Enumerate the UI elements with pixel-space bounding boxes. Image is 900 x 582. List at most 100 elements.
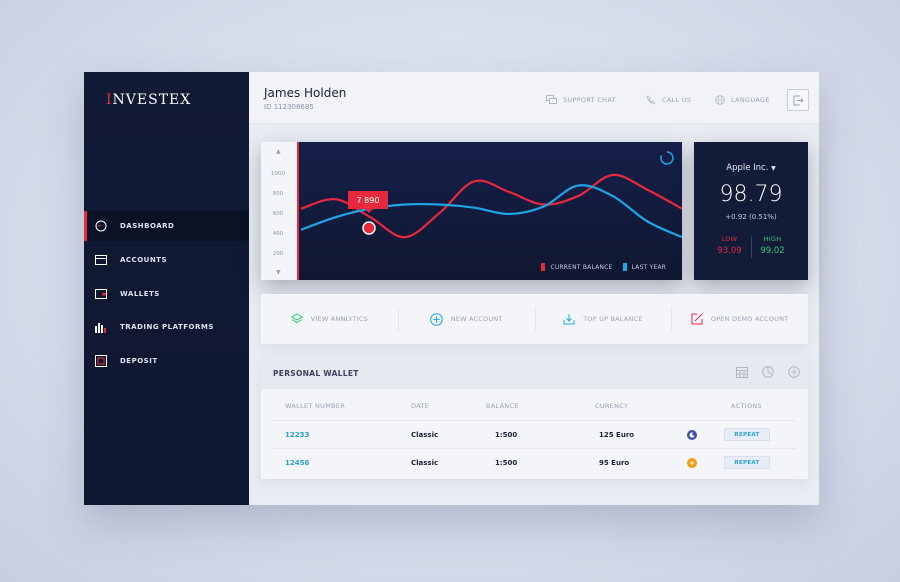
sidebar-item-label: WALLETS xyxy=(120,289,160,298)
wallet-number[interactable]: 12233 xyxy=(285,431,310,439)
app-window: INVESTEX DASHBOARD ACCOUNTS WALLETS xyxy=(84,72,819,505)
y-tick-label: 1000 xyxy=(271,171,285,177)
chart-plot xyxy=(300,142,682,280)
add-circle-icon[interactable] xyxy=(788,366,800,378)
low-label: LOW xyxy=(721,235,738,243)
table-header: WALLET NUMBER DATE BALANCE CURENCY ACTIO… xyxy=(261,402,808,414)
repeat-button[interactable]: REPEAT xyxy=(724,456,770,469)
deposit-icon xyxy=(94,354,108,368)
sidebar-item-label: DASHBOARD xyxy=(120,222,175,230)
wallet-date: Classic xyxy=(411,431,439,439)
logo-text: NVESTEX xyxy=(112,92,192,108)
edit-icon xyxy=(691,313,703,325)
sidebar-item-trading-platforms[interactable]: TRADING PLATFORMS xyxy=(84,312,249,342)
pie-chart-icon[interactable] xyxy=(762,366,774,378)
table-row: 12456 Classic 1:500 95 Euro REPEAT xyxy=(273,448,796,476)
user-id-label: ID xyxy=(264,103,272,111)
wallet-currency: 125 Euro xyxy=(599,431,635,439)
call-us-button[interactable]: CALL US xyxy=(646,95,691,105)
status-moon-icon xyxy=(687,430,697,440)
legend-swatch xyxy=(622,263,627,271)
high-label: HIGH xyxy=(763,235,782,243)
y-tick-label: 800 xyxy=(272,191,284,197)
logout-icon xyxy=(793,95,804,105)
sidebar-item-deposit[interactable]: DEPOSIT xyxy=(84,346,249,376)
header: James Holden ID 112308685 SUPPORT CHAT C… xyxy=(249,72,819,124)
user-name: James Holden xyxy=(264,86,347,100)
col-actions: ACTIONS xyxy=(731,402,762,410)
chart-marker[interactable] xyxy=(362,221,376,235)
stock-price: 98.79 xyxy=(719,182,783,207)
legend-item-last-year: LAST YEAR xyxy=(622,263,667,271)
low-value: 93.09 xyxy=(717,246,742,256)
logout-button[interactable] xyxy=(787,89,809,111)
language-button[interactable]: LANGUAGE xyxy=(715,95,770,105)
scroll-down-icon[interactable]: ▼ xyxy=(276,269,281,276)
new-account-label: NEW ACCOUNT xyxy=(450,315,503,323)
stock-change: +0.92 (0.51%) xyxy=(725,213,777,221)
repeat-button[interactable]: REPEAT xyxy=(724,428,770,441)
wallet-tools xyxy=(722,366,800,378)
chart-tooltip: 7 890 xyxy=(348,191,388,213)
top-up-balance-button[interactable]: TOP UP BALANCE xyxy=(534,307,672,331)
chart-y-axis: ▲ 1000 800 600 400 200 ▼ xyxy=(261,142,299,280)
language-label: LANGUAGE xyxy=(731,96,770,104)
stock-low-high: LOW 93.09 HIGH 99.02 xyxy=(694,235,808,258)
calendar-icon[interactable] xyxy=(736,366,748,378)
col-date: DATE xyxy=(411,402,430,410)
dashboard-icon xyxy=(94,219,108,233)
new-account-button[interactable]: NEW ACCOUNT xyxy=(397,306,535,331)
sidebar-item-label: DEPOSIT xyxy=(120,357,158,366)
sidebar-item-dashboard[interactable]: DASHBOARD xyxy=(84,211,249,241)
call-us-label: CALL US xyxy=(662,96,692,104)
chat-icon xyxy=(546,95,557,104)
globe-icon xyxy=(715,95,725,105)
legend-label: LAST YEAR xyxy=(631,263,666,271)
chart-legend: CURRENT BALANCE LAST YEAR xyxy=(531,263,666,271)
phone-icon xyxy=(646,95,656,105)
balance-chart: ▲ 1000 800 600 400 200 ▼ 7 890 CURRENT BALAN… xyxy=(261,142,682,280)
loading-spinner-icon xyxy=(660,151,674,165)
bar-chart-icon xyxy=(94,320,108,334)
wallet-number[interactable]: 12456 xyxy=(285,459,310,467)
col-wallet-number: WALLET NUMBER xyxy=(285,402,346,410)
table-row: 12233 Classic 1:500 125 Euro REPEAT xyxy=(273,420,796,448)
sidebar-nav: DASHBOARD ACCOUNTS WALLETS TRADING PLATF… xyxy=(84,211,249,380)
wallet-date: Classic xyxy=(411,459,439,467)
stock-selector[interactable]: Apple Inc. ▼ xyxy=(694,163,808,173)
logo-prefix: I xyxy=(106,92,113,108)
view-analytics-label: VIEW ANNLYTICS xyxy=(310,315,368,323)
legend-label: CURRENT BALANCE xyxy=(550,263,613,271)
stock-card: Apple Inc. ▼ 98.79 +0.92 (0.51%) LOW 93.… xyxy=(694,142,808,280)
stock-name: Apple Inc. xyxy=(726,163,769,173)
wallet-balance: 1:500 xyxy=(495,431,518,439)
download-icon xyxy=(563,314,575,325)
open-demo-account-button[interactable]: OPEN DEMO ACCOUNT xyxy=(671,307,808,331)
stock-low: LOW 93.09 xyxy=(709,235,751,258)
support-chat-label: SUPPORT CHAT xyxy=(563,95,616,104)
stock-high: HIGH 99.02 xyxy=(752,235,794,258)
y-tick-label: 600 xyxy=(272,211,284,217)
sidebar-item-label: TRADING PLATFORMS xyxy=(120,323,214,332)
caret-down-icon: ▼ xyxy=(771,165,776,172)
support-chat-button[interactable]: SUPPORT CHAT xyxy=(546,95,616,104)
sidebar-item-accounts[interactable]: ACCOUNTS xyxy=(84,245,249,275)
wallet-header: PERSONAL WALLET xyxy=(261,357,808,389)
col-currency: CURENCY xyxy=(595,402,629,410)
high-value: 99.02 xyxy=(760,246,785,256)
logo: INVESTEX xyxy=(106,92,191,108)
view-analytics-button[interactable]: VIEW ANNLYTICS xyxy=(261,313,398,325)
open-demo-account-label: OPEN DEMO ACCOUNT xyxy=(710,315,789,323)
user-id: ID 112308685 xyxy=(264,103,314,111)
quick-actions: VIEW ANNLYTICS NEW ACCOUNT TOP UP BALANC… xyxy=(261,294,808,344)
y-tick-label: 400 xyxy=(272,231,284,237)
card-icon xyxy=(94,253,108,267)
legend-swatch xyxy=(541,263,546,271)
scroll-up-icon[interactable]: ▲ xyxy=(276,148,281,155)
sidebar-item-wallets[interactable]: WALLETS xyxy=(84,279,249,309)
wallet-balance: 1:500 xyxy=(495,459,518,467)
plus-circle-icon xyxy=(429,312,443,326)
layers-icon xyxy=(290,313,303,324)
main-content: James Holden ID 112308685 SUPPORT CHAT C… xyxy=(249,72,819,505)
sidebar-item-label: ACCOUNTS xyxy=(120,255,168,264)
